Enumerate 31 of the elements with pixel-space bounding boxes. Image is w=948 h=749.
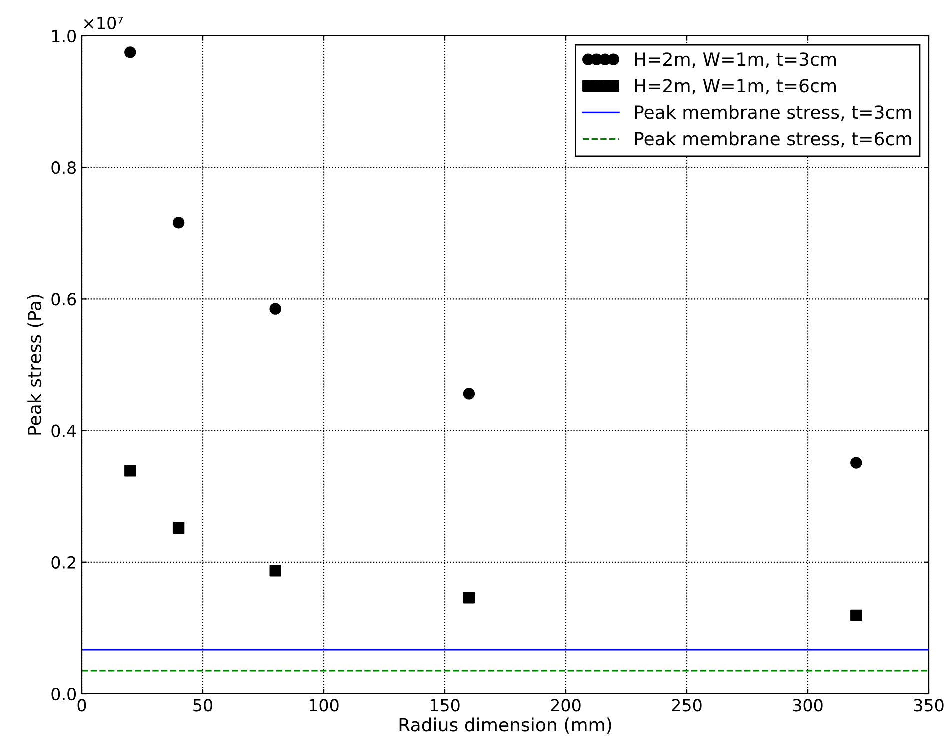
point	[124, 46, 136, 58]
x-tick-label: 350	[914, 699, 944, 712]
x-tick-label: 150	[430, 699, 460, 712]
point	[463, 592, 476, 604]
legend-label: H=2m, W=1m, t=6cm	[635, 79, 836, 95]
point	[270, 565, 282, 577]
point	[172, 522, 185, 534]
x-tick-label: 50	[194, 699, 212, 712]
point	[124, 465, 136, 477]
legend-label: H=2m, W=1m, t=3cm	[635, 52, 836, 68]
x-tick-label: 200	[551, 699, 581, 712]
x-tick-label: 0	[78, 699, 86, 712]
y-axis-title: Peak stress (Pa)	[28, 295, 44, 435]
x-tick-label: 250	[672, 699, 702, 712]
point	[463, 388, 476, 400]
point	[850, 457, 862, 469]
y-tick-label: 0.4	[52, 424, 76, 438]
y-tick-label: 1.0	[52, 30, 76, 43]
y-tick-label: 0.2	[52, 556, 76, 569]
point	[270, 303, 282, 315]
legend-label: Peak membrane stress, t=6cm	[635, 132, 912, 148]
legend-label: Peak membrane stress, t=3cm	[635, 105, 912, 122]
x-tick-label: 300	[793, 699, 823, 712]
text: ×10⁷	[84, 16, 124, 30]
x-axis-title: Radius dimension (mm)	[400, 718, 612, 734]
y-tick-label: 0.8	[52, 162, 76, 174]
y-tick-label: 0.0	[52, 688, 76, 701]
x-tick-label: 100	[310, 699, 339, 712]
point	[850, 610, 862, 622]
y-tick-label: 0.6	[52, 293, 76, 306]
point	[172, 217, 185, 229]
